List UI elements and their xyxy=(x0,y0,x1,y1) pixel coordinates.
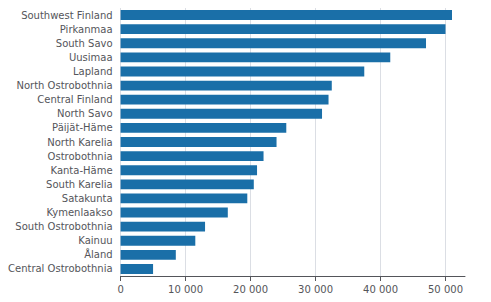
svg-text:Uusimaa: Uusimaa xyxy=(69,52,113,63)
svg-text:Åland: Åland xyxy=(84,248,112,260)
svg-text:South Ostrobothnia: South Ostrobothnia xyxy=(15,221,112,232)
svg-text:Kainuu: Kainuu xyxy=(78,235,112,246)
svg-text:Southwest Finland: Southwest Finland xyxy=(21,10,112,21)
svg-text:Central Ostrobothnia: Central Ostrobothnia xyxy=(8,263,113,274)
svg-text:Kymenlaakso: Kymenlaakso xyxy=(46,207,112,218)
svg-text:50 000: 50 000 xyxy=(428,284,463,295)
svg-text:Central Finland: Central Finland xyxy=(37,94,112,105)
svg-text:Kanta-Häme: Kanta-Häme xyxy=(51,165,113,176)
svg-text:10 000: 10 000 xyxy=(168,284,203,295)
svg-text:20 000: 20 000 xyxy=(233,284,268,295)
svg-text:North Savo: North Savo xyxy=(57,108,113,119)
svg-text:Lapland: Lapland xyxy=(73,66,113,77)
svg-text:30 000: 30 000 xyxy=(298,284,333,295)
svg-text:Satakunta: Satakunta xyxy=(62,193,113,204)
svg-text:Päijät-Häme: Päijät-Häme xyxy=(52,122,112,133)
svg-text:South Savo: South Savo xyxy=(56,38,113,49)
svg-text:40 000: 40 000 xyxy=(363,284,398,295)
svg-text:Pirkanmaa: Pirkanmaa xyxy=(60,24,113,35)
svg-text:South Karelia: South Karelia xyxy=(46,179,112,190)
svg-text:North Ostrobothnia: North Ostrobothnia xyxy=(16,80,112,91)
svg-text:Ostrobothnia: Ostrobothnia xyxy=(48,151,113,162)
svg-text:North Karelia: North Karelia xyxy=(47,137,112,148)
svg-text:0: 0 xyxy=(117,284,123,295)
